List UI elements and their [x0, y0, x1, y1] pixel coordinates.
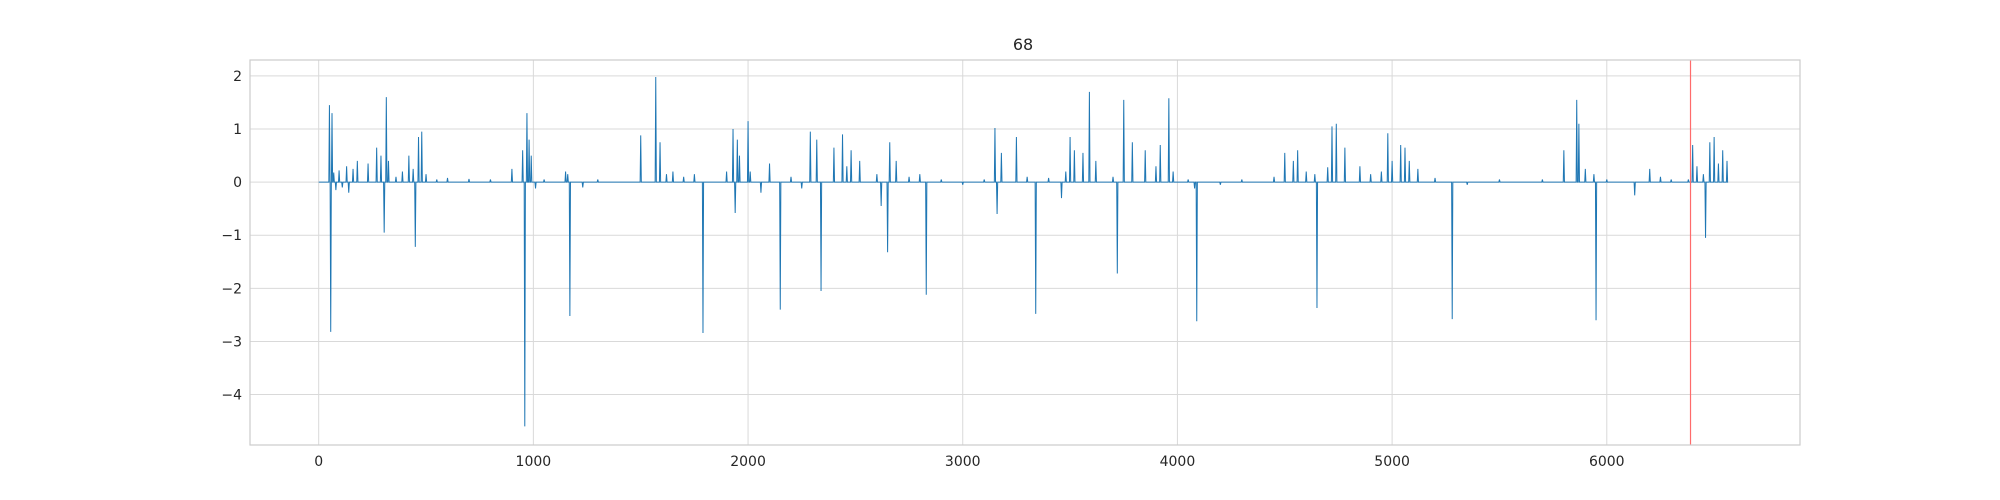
y-tick-label: 1 — [233, 122, 242, 138]
y-axis-ticks: −4 −3 −2 −1 0 1 2 — [221, 69, 242, 404]
series-line-0 — [318, 76, 1729, 427]
y-tick-label: −1 — [221, 228, 242, 244]
x-tick-label: 5000 — [1374, 454, 1410, 470]
x-tick-label: 2000 — [730, 454, 766, 470]
series-layer — [318, 76, 1729, 427]
x-tick-label: 1000 — [516, 454, 552, 470]
y-tick-label: 2 — [233, 69, 242, 85]
x-tick-label: 4000 — [1160, 454, 1196, 470]
x-tick-label: 3000 — [945, 454, 981, 470]
x-tick-label: 6000 — [1589, 454, 1625, 470]
y-tick-label: −2 — [221, 281, 242, 297]
y-tick-label: 0 — [233, 175, 242, 191]
y-tick-label: −4 — [221, 388, 242, 404]
chart-title: 68 — [1013, 35, 1033, 54]
plot-frame — [249, 59, 1801, 446]
y-tick-label: −3 — [221, 334, 242, 350]
x-axis-ticks: 0 1000 2000 3000 4000 5000 6000 — [314, 454, 1624, 470]
x-tick-label: 0 — [314, 454, 323, 470]
